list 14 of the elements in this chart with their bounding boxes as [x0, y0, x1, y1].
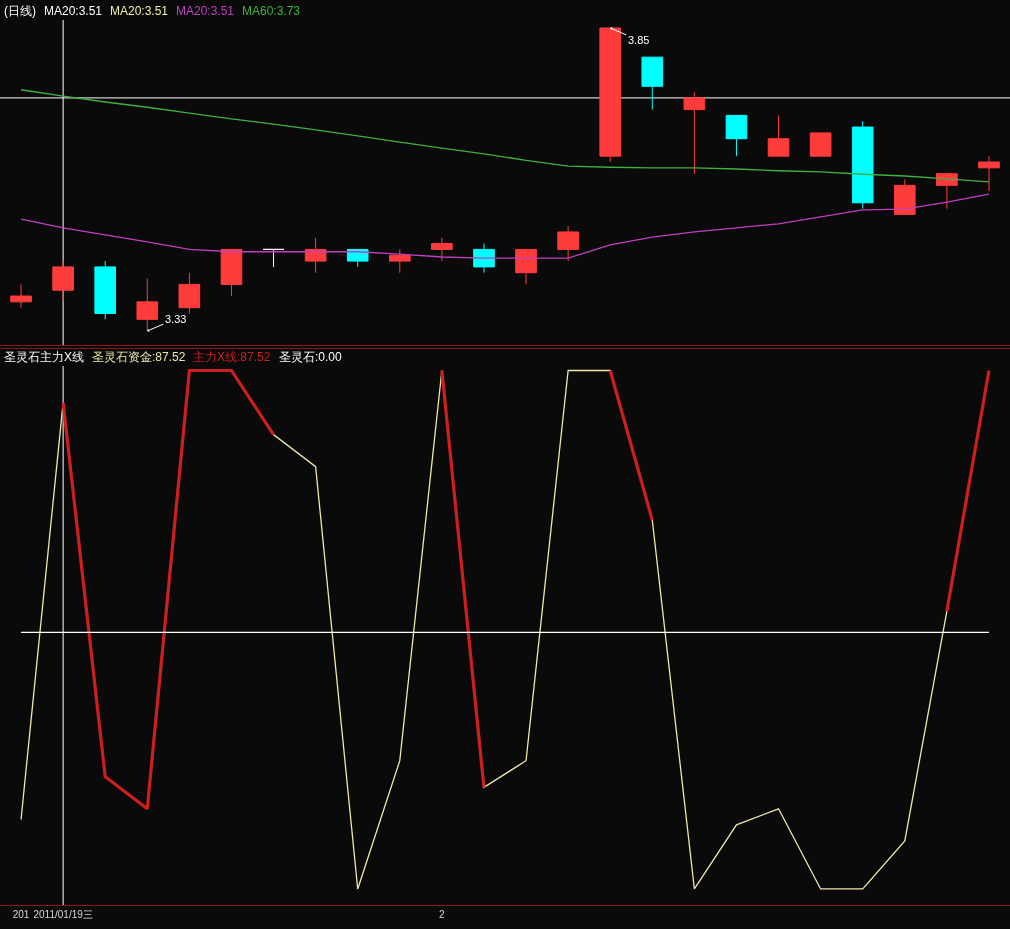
legend-label: MA20:3.51: [44, 4, 103, 18]
x-tick-label: 2: [439, 909, 446, 920]
text: MA20:3.51: [176, 4, 235, 18]
text: 圣灵石:0.00: [279, 350, 343, 364]
chart-title: 圣灵石主力X线: [4, 350, 85, 364]
annotation: 3.85: [628, 34, 650, 46]
annotation: 3.33: [165, 313, 187, 325]
text: MA60:3.73: [242, 4, 301, 18]
chart-title: (日线): [4, 4, 36, 18]
series-label: 主力X线:87.52: [193, 350, 271, 364]
x-tick-label: 201: [12, 909, 30, 920]
text: 圣灵石资金:87.52: [92, 350, 186, 364]
legend-label: MA20:3.51: [110, 4, 169, 18]
x-tick-label: 2011/01/19三: [33, 909, 93, 920]
